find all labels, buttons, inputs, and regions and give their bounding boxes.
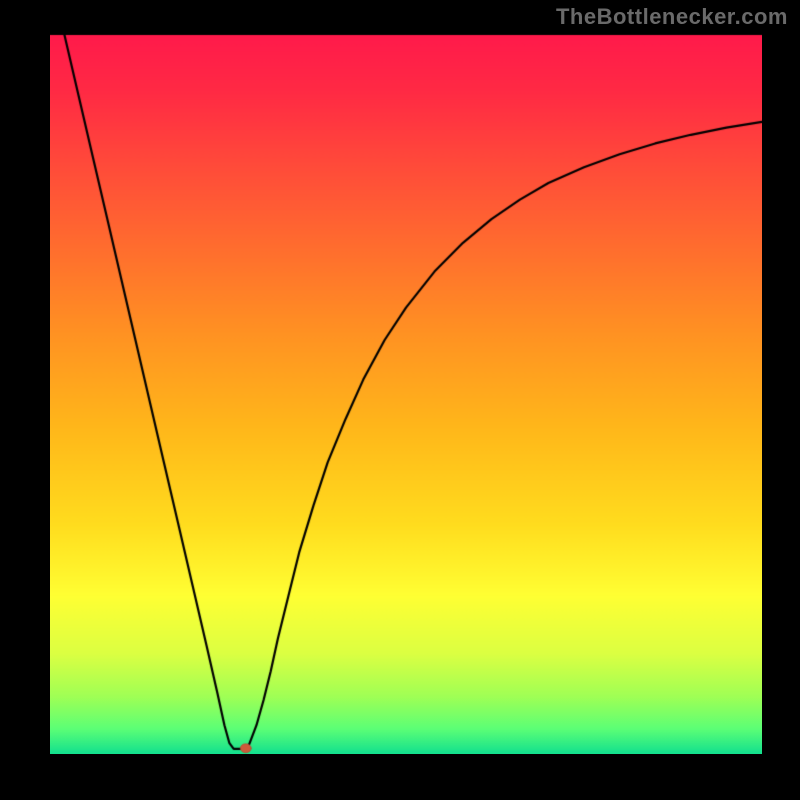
plot-canvas — [50, 34, 762, 754]
plot-area — [50, 34, 762, 754]
watermark-text: TheBottlenecker.com — [556, 4, 788, 30]
chart-stage: TheBottlenecker.com — [0, 0, 800, 800]
